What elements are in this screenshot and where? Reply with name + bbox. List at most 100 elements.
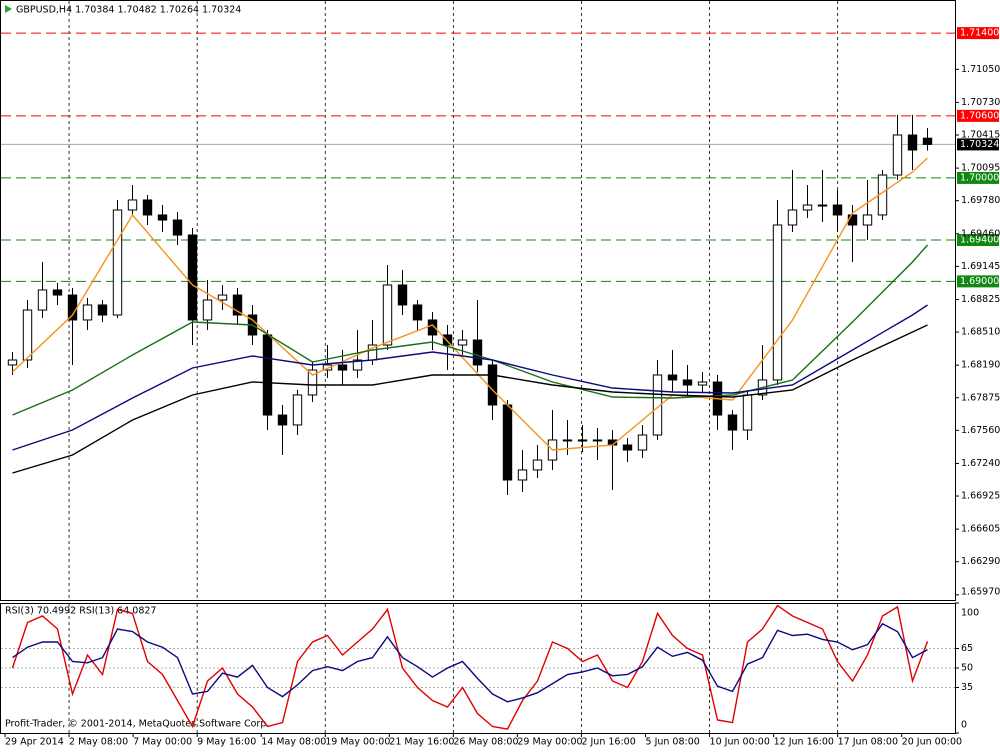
candle-body: [697, 381, 708, 386]
candle-body: [532, 459, 543, 471]
level-label-box: [957, 109, 999, 122]
y-tick-label: 1.67875: [961, 392, 1000, 403]
y-tick-label: 1.68510: [961, 327, 1000, 338]
y-tick-label: 1.70415: [961, 130, 1000, 141]
candle-body: [667, 374, 678, 381]
price-frame: [0, 0, 956, 601]
copyright: Profit-Trader, © 2001-2014, MetaQuotes S…: [5, 719, 269, 730]
series-line: [12, 304, 928, 451]
candle-body: [217, 294, 228, 301]
y-tick-label: 1.66290: [961, 556, 1000, 567]
candle-body: [397, 284, 408, 306]
candle-body: [862, 214, 873, 226]
candle-body: [7, 359, 18, 366]
candle-body: [622, 444, 633, 451]
candle-body: [232, 294, 243, 316]
candle-body: [922, 137, 933, 145]
y-tick-label: 1.70095: [961, 163, 1000, 174]
candle-body: [292, 394, 303, 426]
candle-body: [907, 134, 918, 151]
x-tick-label: 17 Jun 08:00: [838, 737, 898, 748]
candle-body: [517, 469, 528, 481]
y-tick-label: 1.68190: [961, 360, 1000, 371]
y-tick-label: 0: [961, 720, 967, 731]
level-label-box: [957, 27, 999, 40]
x-tick-label: 12 Jun 16:00: [774, 737, 834, 748]
candle-body: [67, 294, 78, 321]
marks: [7, 115, 933, 730]
candle-body: [412, 304, 423, 321]
candle-body: [52, 289, 63, 296]
symbol-icon: [5, 5, 12, 13]
candle-body: [487, 364, 498, 406]
x-tick-label: 10 Jun 00:00: [710, 737, 770, 748]
candle-body: [262, 334, 273, 416]
x-tick-label: 2 Jun 16:00: [581, 737, 635, 748]
y-tick-label: 1.67240: [961, 458, 1000, 469]
candle-body: [142, 199, 153, 216]
candle-body: [727, 414, 738, 431]
candle-body: [832, 204, 843, 216]
y-tick-label: 100: [961, 608, 979, 619]
y-tick-label: 1.68825: [961, 294, 1000, 305]
y-tick-label: 35: [961, 682, 973, 693]
candle-body: [472, 339, 483, 366]
x-tick-label: 7 May 00:00: [133, 737, 192, 748]
level-label-box: [957, 234, 999, 246]
y-tick-label: 1.70730: [961, 97, 1000, 108]
candle-body: [82, 304, 93, 321]
x-tick-label: 14 May 08:00: [261, 737, 326, 748]
level-label-box: [957, 171, 999, 184]
candle-body: [382, 284, 393, 346]
candle-body: [187, 234, 198, 321]
y-tick-label: 1.69780: [961, 195, 1000, 206]
candle-body: [592, 439, 603, 442]
chart-title: GBPUSD,H4 1.70384 1.70482 1.70264 1.7032…: [16, 5, 241, 16]
candle-body: [787, 209, 798, 226]
x-tick-label: 20 Jun 00:00: [902, 737, 962, 748]
level-label: 1.69000: [960, 276, 999, 287]
level-label: 1.70600: [960, 110, 999, 121]
candle-body: [892, 134, 903, 176]
candle-body: [112, 209, 123, 316]
rsi-title: RSI(3) 70.4992 RSI(13) 64.0827: [5, 606, 156, 617]
candle-body: [307, 369, 318, 396]
last-price-label: 1.70324: [960, 139, 999, 150]
level-label: 1.69400: [960, 235, 999, 246]
x-tick-label: 29 May 00:00: [517, 737, 582, 748]
candle-body: [22, 309, 33, 361]
candle-body: [427, 319, 438, 336]
level-label: 1.70000: [960, 172, 999, 183]
candle-body: [157, 214, 168, 221]
x-tick-label: 19 May 00:00: [325, 737, 390, 748]
y-tick-label: 50: [961, 663, 973, 674]
candle-body: [172, 219, 183, 236]
series-line: [11, 604, 929, 730]
candle-body: [352, 359, 363, 371]
candle-body: [457, 339, 468, 346]
x-tick-label: 9 May 16:00: [197, 737, 256, 748]
candle-body: [202, 299, 213, 321]
y-tick-label: 1.66925: [961, 491, 1000, 502]
candle-body: [772, 224, 783, 381]
candle-body: [652, 374, 663, 436]
y-tick-label: 1.67560: [961, 425, 1000, 436]
series-line: [12, 324, 928, 474]
candle-body: [127, 199, 138, 211]
x-tick-label: 21 May 16:00: [389, 737, 454, 748]
grid: [1, 1, 959, 737]
candle-body: [682, 379, 693, 386]
level-label: 1.71400: [960, 28, 999, 39]
labels: 29 Apr 2014 2 May 08:00 7 May 00:00 9 May 1…: [5, 27, 1000, 748]
candle-body: [562, 439, 573, 442]
candle-body: [277, 414, 288, 426]
candle-body: [802, 204, 813, 211]
x-tick-label: 29 Apr 2014: [5, 737, 64, 748]
x-tick-label: 5 Jun 08:00: [646, 737, 700, 748]
candle-body: [637, 434, 648, 451]
level-label-box: [957, 275, 999, 288]
y-tick-label: 1.69145: [961, 261, 1000, 272]
